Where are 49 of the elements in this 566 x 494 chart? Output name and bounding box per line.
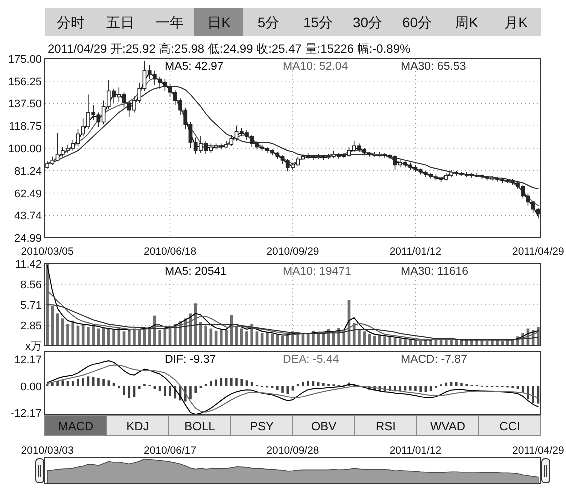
y-tick-label: 5.71 (20, 300, 42, 312)
text: 15分 (303, 14, 334, 31)
y-tick-label: x万 (26, 341, 42, 353)
legend: MA5: 42.97 MA10: 52.04 MA30: 65.53 (165, 61, 466, 73)
text: WVAD (430, 419, 466, 434)
x-tick-label: 2011/04/29 (512, 246, 564, 258)
y-tick-label: 118.75 (9, 121, 42, 134)
y-tick-label: 11.42 (15, 259, 42, 271)
y-tick-label: 24.99 (14, 233, 42, 245)
text: RSI (376, 419, 396, 434)
x-tick-label: 2010/06/17 (144, 445, 197, 457)
text: 五日 (106, 14, 134, 31)
text: 一年 (156, 14, 184, 31)
text: 日K (208, 14, 232, 31)
text: OBV (311, 419, 337, 434)
x-tick-label: 2010/06/18 (144, 246, 197, 258)
x-tick-label: 2010/09/28 (266, 445, 320, 457)
y-tick-label: 2.85 (20, 320, 42, 333)
text: BOLL (184, 419, 216, 434)
text: 月K (504, 14, 529, 31)
x-tick-label: 2010/09/29 (266, 246, 320, 258)
legend: DIF: -9.37 DEA: -5.44 MACD: -7.87 (165, 354, 468, 366)
y-tick-label: 43.74 (14, 210, 42, 223)
y-tick-label: 100.00 (8, 143, 42, 156)
x-tick-label: 2010/03/05 (21, 246, 74, 258)
text: 30分 (352, 14, 383, 31)
x-tick-label: 2011/01/12 (390, 445, 442, 457)
text: CCI (500, 419, 520, 434)
y-tick-label: 8.56 (20, 280, 42, 292)
chart-title: 2011/04/29 开:25.92 高:25.98 低:24.99 收:25.47 量:15226 幅:-0.89% (48, 42, 412, 56)
x-tick-label: 2011/04/29 (512, 445, 564, 457)
text: MACD (58, 419, 94, 434)
y-tick-label: 0.00 (20, 381, 42, 394)
legend: MA5: 20541 MA10: 19471 MA30: 11616 (165, 266, 469, 278)
y-tick-label: -12.17 (10, 408, 42, 420)
y-tick-label: 62.49 (14, 188, 42, 200)
text: PSY (250, 419, 274, 434)
y-tick-label: 175.00 (8, 54, 42, 66)
y-tick-label: 12.17 (14, 354, 42, 367)
text: KDJ (126, 419, 150, 434)
text: 分时 (56, 14, 85, 31)
y-tick-label: 156.25 (8, 76, 42, 88)
text: 周K (455, 14, 480, 31)
y-tick-label: 137.50 (8, 98, 42, 111)
x-tick-label: 2011/01/12 (390, 246, 442, 258)
y-tick-label: 81.24 (14, 166, 42, 178)
text: 60分 (402, 14, 432, 31)
text: 5分 (258, 14, 280, 31)
x-tick-label: 2010/03/03 (21, 445, 74, 457)
